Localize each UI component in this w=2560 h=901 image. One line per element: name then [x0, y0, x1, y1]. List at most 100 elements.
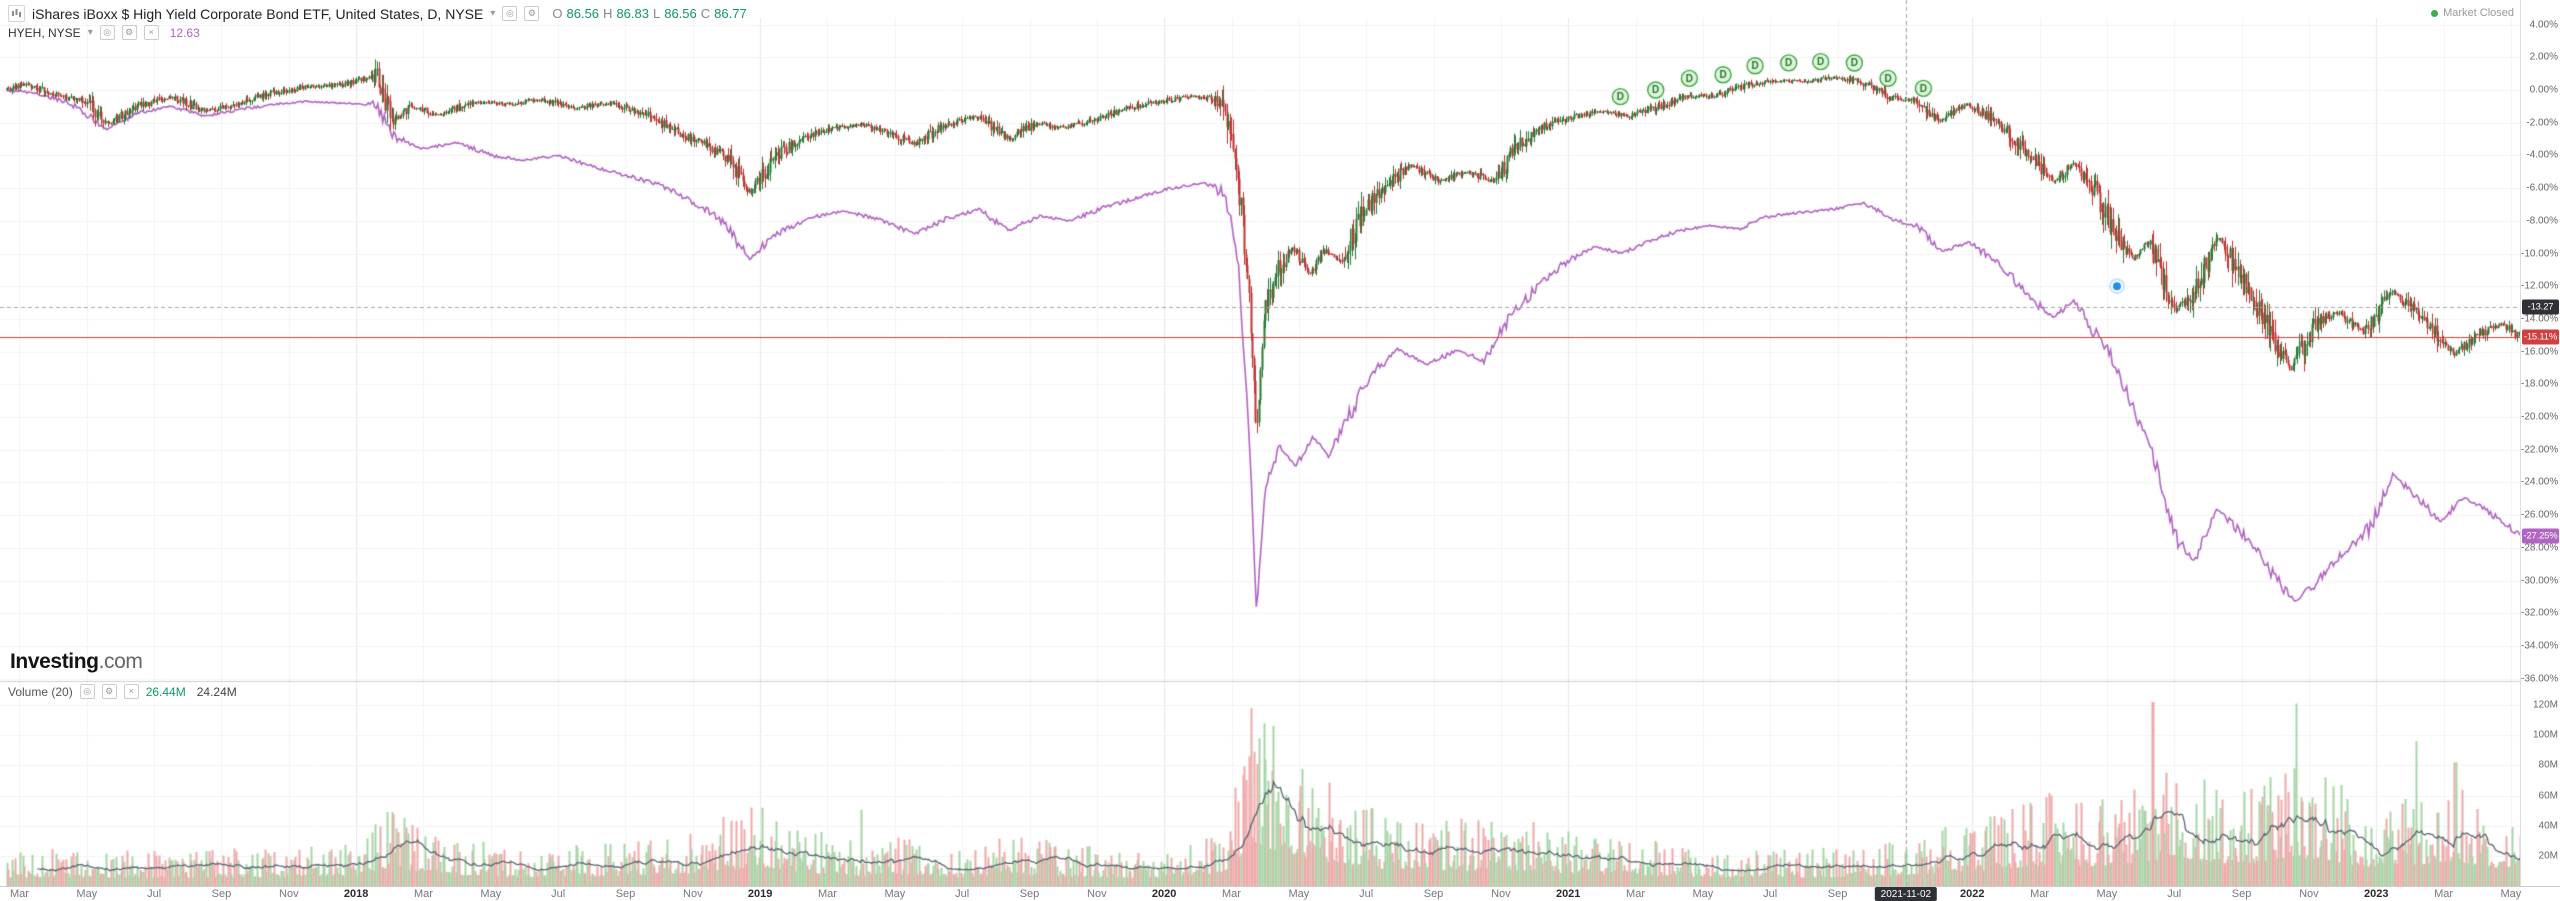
- volume-tick-label: 20M: [2538, 850, 2558, 862]
- price-tick-label: -2.00%: [2526, 117, 2558, 129]
- month-tick-label: Mar: [2030, 888, 2050, 900]
- crosshair-price-label: -13.27: [2522, 299, 2559, 315]
- month-tick-label: Sep: [1827, 888, 1848, 900]
- instrument-title: iShares iBoxx $ High Yield Corporate Bon…: [32, 5, 484, 22]
- compare-legend: HYEH, NYSE ▾ ◎ ⚙ × 12.63: [8, 25, 200, 40]
- year-tick-label: 2019: [747, 888, 773, 900]
- month-tick-label: Jul: [147, 888, 162, 900]
- month-tick-label: Mar: [1222, 888, 1241, 900]
- year-tick-label: 2020: [1151, 888, 1177, 900]
- volume-tick-label: 120M: [2532, 699, 2558, 711]
- price-tick-label: -12.00%: [2521, 280, 2559, 292]
- month-tick-label: Sep: [1019, 888, 1040, 900]
- month-tick-label: May: [2096, 888, 2118, 900]
- price-tick-label: -24.00%: [2521, 476, 2559, 488]
- volume-value: 26.44M: [145, 684, 186, 699]
- price-tick-label: -20.00%: [2521, 411, 2559, 423]
- volume-ma-value: 24.24M: [196, 684, 237, 699]
- chart-type-icon[interactable]: [8, 5, 25, 22]
- year-tick-label: 2023: [2363, 888, 2389, 900]
- candles-glyph: [12, 9, 21, 17]
- price-tick-label: -16.00%: [2521, 346, 2559, 358]
- price-tick-label: -22.00%: [2521, 444, 2559, 456]
- settings-icon[interactable]: ⚙: [121, 25, 137, 40]
- close-key: C: [700, 6, 711, 21]
- month-tick-label: Nov: [683, 888, 703, 900]
- close-icon[interactable]: ×: [123, 684, 139, 699]
- price-tick-label: -10.00%: [2521, 248, 2559, 259]
- price-axis[interactable]: 4.00% 2.00% 0.00% -2.00% -4.00% -6.00% -8.00% -…: [2520, 0, 2560, 901]
- volume-legend: Volume (20) ◎ ⚙ × 26.44M 24.24M: [8, 684, 237, 699]
- time-axis[interactable]: Mar May Jul Sep Nov 2018 Mar May Jul Sep Nov 2019 Ma…: [0, 886, 2560, 901]
- volume-tick-label: 60M: [2538, 790, 2558, 802]
- settings-icon[interactable]: ⚙: [524, 6, 540, 21]
- month-tick-label: Sep: [2231, 888, 2252, 900]
- logo-bold: Investing: [10, 650, 99, 673]
- volume-label: Volume (20): [8, 684, 73, 699]
- instrument-legend: iShares iBoxx $ High Yield Corporate Bon…: [8, 5, 747, 22]
- month-tick-label: Nov: [279, 888, 299, 900]
- investing-logo: Investing.com: [10, 650, 143, 674]
- month-tick-label: Mar: [9, 888, 29, 900]
- low-value: 86.56: [664, 6, 697, 21]
- month-tick-label: Mar: [413, 888, 433, 900]
- close-value: 86.77: [714, 6, 747, 21]
- month-tick-label: Nov: [1087, 888, 1107, 900]
- price-tick-label: 2.00%: [2529, 51, 2558, 63]
- eye-icon[interactable]: ◎: [99, 25, 115, 40]
- price-tick-label: -14.00%: [2521, 313, 2559, 325]
- ohlc-readout: O 86.56 H 86.83 L 86.56 C 86.77: [552, 6, 746, 21]
- open-key: O: [552, 6, 563, 21]
- price-tick-label: 0.00%: [2529, 84, 2558, 96]
- crosshair-date-label: 2021-11-02: [1874, 887, 1938, 901]
- volume-tick-label: 80M: [2538, 759, 2558, 771]
- year-tick-label: 2022: [1959, 888, 1985, 900]
- chevron-down-icon[interactable]: ▾: [490, 8, 496, 19]
- high-value: 86.83: [616, 6, 649, 21]
- month-tick-label: Mar: [1626, 888, 1646, 900]
- month-tick-label: Jul: [2167, 888, 2182, 900]
- month-tick-label: Jul: [1763, 888, 1778, 900]
- price-tick-label: -18.00%: [2521, 378, 2559, 390]
- volume-tick-label: 100M: [2532, 729, 2558, 741]
- close-icon[interactable]: ×: [143, 25, 159, 40]
- compare-symbol: HYEH, NYSE: [8, 25, 81, 40]
- high-key: H: [603, 6, 613, 21]
- market-status: Market Closed: [2431, 7, 2514, 19]
- month-tick-label: Sep: [211, 888, 232, 900]
- month-tick-label: Mar: [818, 888, 837, 900]
- month-tick-label: Nov: [2299, 888, 2319, 900]
- market-status-dot-icon: [2431, 9, 2439, 17]
- settings-icon[interactable]: ⚙: [101, 684, 117, 699]
- market-status-text: Market Closed: [2443, 7, 2514, 19]
- open-value: 86.56: [566, 6, 600, 21]
- price-tick-label: -30.00%: [2521, 575, 2559, 586]
- price-tick-label: -28.00%: [2521, 542, 2559, 554]
- year-tick-label: 2018: [343, 888, 369, 900]
- month-tick-label: Sep: [1423, 888, 1444, 900]
- month-tick-label: Mar: [2434, 888, 2454, 900]
- year-tick-label: 2021: [1555, 888, 1581, 900]
- month-tick-label: Jul: [551, 888, 566, 900]
- chevron-down-icon[interactable]: ▾: [87, 27, 93, 38]
- price-tick-label: -26.00%: [2521, 509, 2559, 521]
- last-price-label: -15.11%: [2522, 329, 2559, 345]
- month-tick-label: May: [76, 888, 98, 900]
- month-tick-label: Nov: [1491, 888, 1511, 900]
- month-tick-label: May: [884, 888, 906, 900]
- month-tick-label: Jul: [955, 888, 970, 900]
- price-tick-label: -34.00%: [2521, 640, 2559, 652]
- month-tick-label: May: [480, 888, 502, 900]
- price-tick-label: 4.00%: [2529, 19, 2558, 31]
- price-tick-label: -36.00%: [2521, 673, 2559, 685]
- price-tick-label: -6.00%: [2526, 182, 2558, 194]
- month-tick-label: Sep: [615, 888, 636, 900]
- month-tick-label: May: [1288, 888, 1310, 900]
- price-tick-label: -32.00%: [2521, 607, 2559, 619]
- eye-icon[interactable]: ◎: [79, 684, 95, 699]
- eye-icon[interactable]: ◎: [502, 6, 518, 21]
- logo-rest: .com: [98, 650, 143, 673]
- compare-value: 12.63: [169, 25, 200, 40]
